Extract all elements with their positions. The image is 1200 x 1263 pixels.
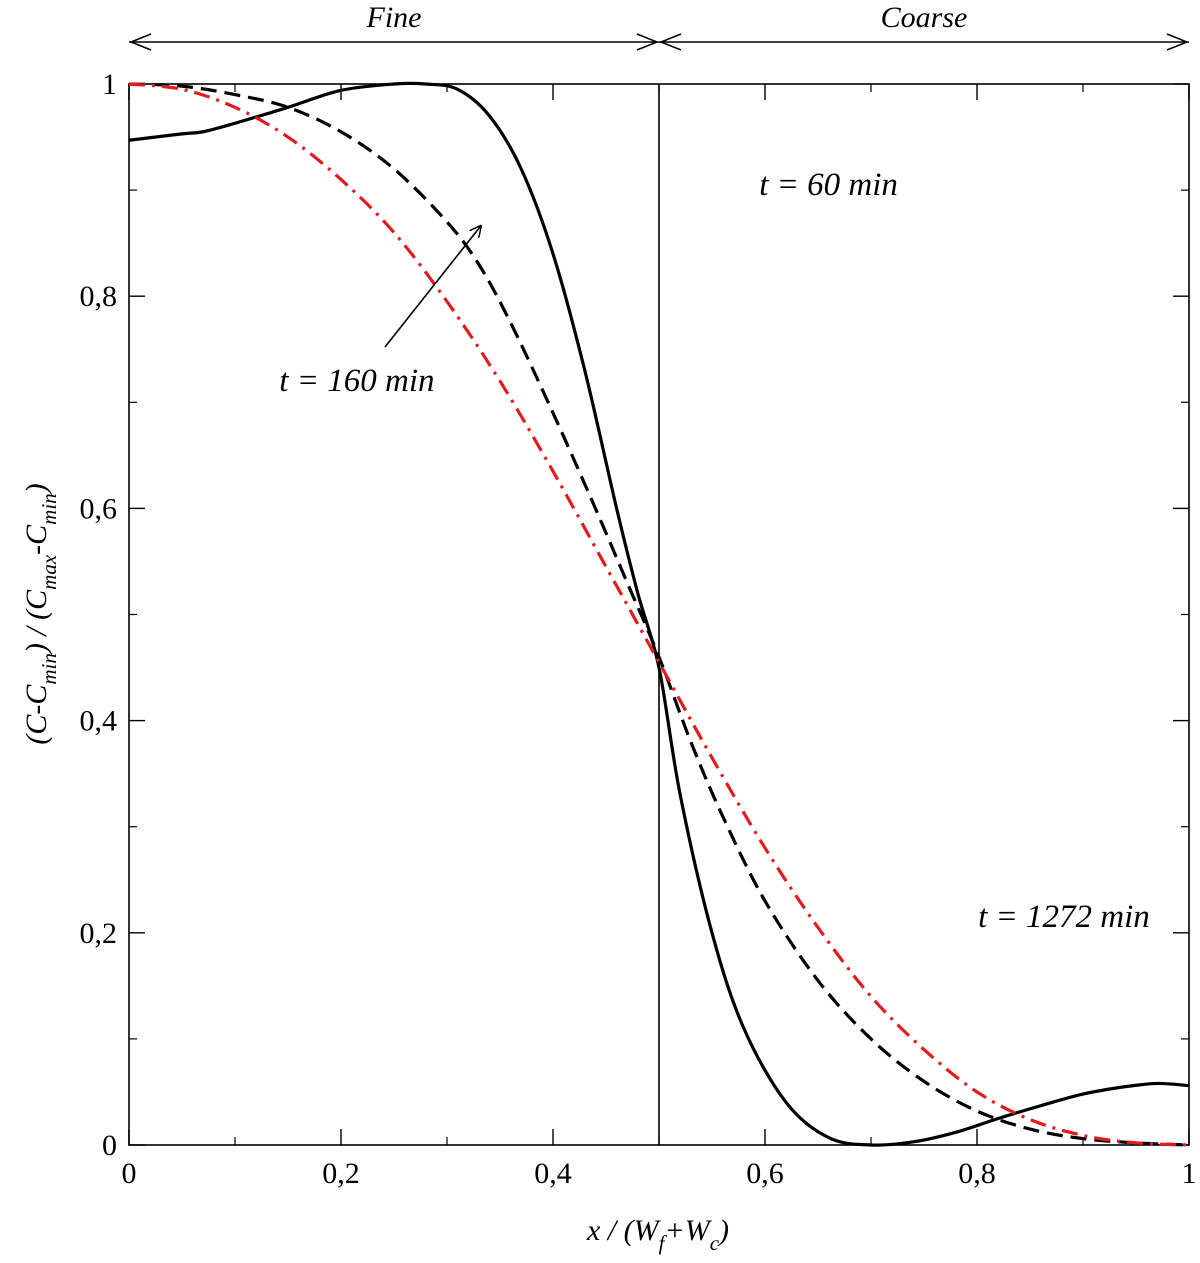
- x-axis-label: x / (Wf+Wc): [586, 1214, 729, 1255]
- y-axis-label-sub-min-2: min: [37, 493, 61, 525]
- y-tick-label: 0,2: [80, 917, 118, 950]
- x-tick-label: 0,8: [958, 1157, 996, 1190]
- y-axis-label-part-1: (C-C: [20, 684, 53, 745]
- y-axis-label-sub-max: max: [37, 554, 61, 590]
- x-axis-label-sub-f: f: [659, 1231, 668, 1255]
- x-tick-label: 0,4: [534, 1157, 572, 1190]
- x-tick-label: 0,6: [746, 1157, 784, 1190]
- x-tick-label: 0: [122, 1157, 137, 1190]
- y-tick-label: 0,4: [80, 705, 118, 738]
- y-axis-label-part-2: ) / (C: [20, 589, 53, 655]
- region-fine-arrowhead-right: [636, 33, 660, 51]
- y-axis-label: (C-Cmin) / (Cmax-Cmin): [20, 483, 61, 744]
- y-tick-label: 0: [102, 1129, 117, 1162]
- y-tick-label: 0,8: [80, 280, 118, 313]
- x-axis-label-main: x / (W: [586, 1214, 662, 1247]
- series-line-2: [128, 82, 1190, 1147]
- y-tick-label: 0,6: [80, 492, 118, 525]
- region-coarse-label: Coarse: [881, 1, 968, 34]
- annotation-label-2: t = 160 min: [279, 363, 434, 399]
- annotation-arrow-2: [384, 226, 481, 348]
- x-axis-label-end: ): [717, 1214, 729, 1247]
- x-axis-label-sub-c: c: [710, 1231, 720, 1255]
- y-axis-label-sub-min-1: min: [37, 653, 61, 685]
- series-line-3: [128, 82, 1190, 1147]
- x-tick-label: 0,2: [322, 1157, 360, 1190]
- region-coarse-arrowhead-right: [1166, 33, 1190, 51]
- region-coarse-arrowhead-left: [658, 33, 682, 51]
- y-axis-label-part-4: ): [20, 483, 53, 495]
- region-fine-label: Fine: [366, 1, 422, 34]
- annotation-label-3: t = 1272 min: [978, 899, 1150, 935]
- y-tick-label: 1: [102, 68, 117, 101]
- x-tick-label: 1: [1182, 1157, 1197, 1190]
- y-axis-label-part-3: -C: [20, 524, 53, 555]
- x-axis-label-mid: +W: [664, 1214, 712, 1247]
- annotation-label-1: t = 60 min: [759, 167, 898, 203]
- region-fine-arrowhead-left: [128, 33, 152, 51]
